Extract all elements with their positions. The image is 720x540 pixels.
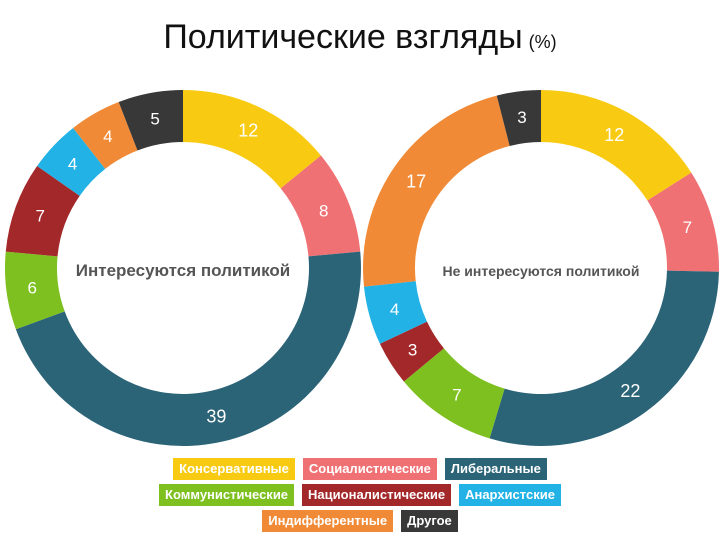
chart-title-text: Политические взгляды — [163, 18, 523, 56]
donut-slice — [647, 172, 719, 272]
donut-slice — [362, 95, 510, 287]
donut-chart-2: 12 7 22 7 3 4 17 3 Не интересуются политикой — [362, 90, 719, 446]
donut-slice — [541, 90, 692, 201]
slice-data-label: 12 — [604, 125, 624, 145]
slice-data-label: 7 — [683, 218, 692, 237]
legend-item: Анархистские — [459, 484, 561, 506]
donut-slice — [363, 281, 427, 344]
legend-item: Националистические — [302, 484, 452, 506]
donut-slice — [280, 155, 361, 257]
slice-data-label: 22 — [620, 381, 640, 401]
slice-data-label: 7 — [452, 386, 461, 405]
slice-data-label: 7 — [36, 207, 45, 226]
slice-data-label: 4 — [68, 155, 77, 174]
slice-data-label: 4 — [390, 300, 399, 319]
donut-slice — [118, 90, 183, 151]
slice-data-label: 8 — [319, 201, 328, 220]
donut-slice — [403, 348, 505, 439]
legend-item: Индифферентные — [262, 510, 394, 532]
donut-slice — [489, 270, 719, 446]
slice-data-label: 6 — [28, 279, 37, 298]
legend-row: Коммунистические Националистические Анархи… — [0, 484, 720, 506]
donut-slice — [379, 321, 444, 382]
donut-center-label: Не интересуются политикой — [443, 263, 640, 279]
legend-row: Консервативные Социалистические Либеральны… — [0, 458, 720, 480]
donut-slice — [496, 90, 541, 146]
legend-item: Другое — [401, 510, 458, 532]
legend-row: Индифферентные Другое — [0, 510, 720, 532]
slice-data-label: 39 — [206, 406, 226, 426]
chart-title-unit: (%) — [528, 32, 557, 52]
slice-data-label: 17 — [406, 171, 426, 191]
chart-title: Политические взгляды (%) — [0, 18, 720, 57]
legend-item: Консервативные — [173, 458, 295, 480]
donut-chart-1: 12 8 39 6 7 4 4 5 Интересуются политикой — [5, 90, 361, 447]
slice-data-label: 12 — [238, 121, 258, 141]
donut-slice — [183, 90, 321, 189]
legend-item: Коммунистические — [159, 484, 295, 506]
donut-slice — [73, 102, 138, 169]
donut-slice — [5, 251, 65, 330]
donut-slice — [37, 127, 106, 196]
legend-item: Социалистические — [302, 458, 437, 480]
slice-data-label: 3 — [517, 108, 526, 127]
slice-data-label: 4 — [103, 127, 112, 146]
donut-slice — [5, 166, 80, 257]
donut-center-label: Интересуются политикой — [76, 261, 290, 280]
slice-data-label: 5 — [150, 110, 159, 129]
legend-item: Либеральные — [444, 458, 547, 480]
slice-data-label: 3 — [408, 340, 417, 359]
donut-slice — [15, 251, 361, 447]
